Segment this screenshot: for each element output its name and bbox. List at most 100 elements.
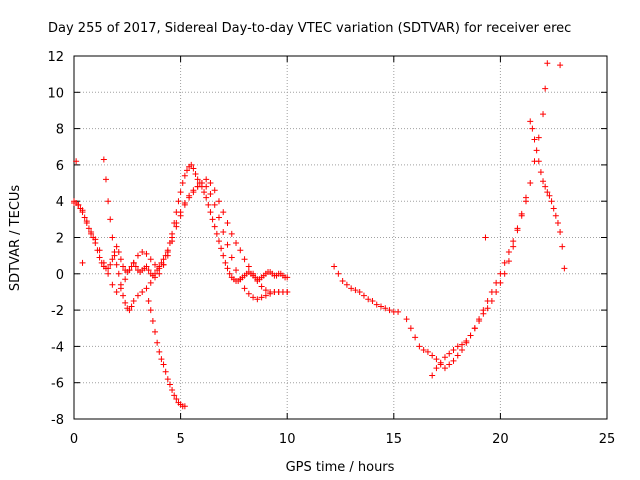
x-tick-label: 20: [492, 432, 509, 447]
data-point: [143, 263, 150, 270]
data-point: [203, 183, 210, 190]
data-point: [262, 287, 269, 294]
data-point: [441, 354, 448, 361]
data-point: [446, 350, 453, 357]
data-point: [107, 216, 114, 223]
data-point: [132, 263, 139, 270]
data-series: [71, 60, 568, 410]
data-point: [245, 290, 252, 297]
data-point: [446, 361, 453, 368]
data-point: [171, 392, 178, 399]
data-point: [147, 307, 154, 314]
data-point: [369, 298, 376, 305]
data-point: [258, 283, 265, 290]
data-point: [105, 265, 112, 272]
data-point: [535, 158, 542, 165]
y-tick-label: 4: [56, 195, 64, 210]
data-point: [250, 270, 257, 277]
data-point: [542, 183, 549, 190]
y-tick-label: 8: [56, 123, 64, 138]
x-tick-label: 0: [70, 432, 78, 447]
data-point: [241, 285, 248, 292]
data-point: [73, 158, 80, 165]
data-point: [233, 267, 240, 274]
data-point: [79, 207, 86, 214]
data-point: [102, 176, 109, 183]
data-point: [181, 200, 188, 207]
data-point: [561, 265, 568, 272]
data-point: [205, 201, 212, 208]
data-point: [258, 294, 265, 301]
data-point: [233, 239, 240, 246]
data-point: [115, 270, 122, 277]
data-point: [122, 276, 129, 283]
data-point: [222, 259, 229, 266]
data-point: [152, 274, 159, 281]
data-point: [130, 298, 137, 305]
data-point: [540, 178, 547, 185]
data-point: [126, 307, 133, 314]
data-point: [83, 218, 90, 225]
y-axis: -8 -6 -4 -2 0 2 4 6 8 10 12: [47, 50, 607, 428]
data-point: [416, 343, 423, 350]
data-point: [527, 118, 534, 125]
data-point: [395, 308, 402, 315]
data-point: [450, 357, 457, 364]
data-point: [403, 316, 410, 323]
data-point: [122, 299, 129, 306]
data-point: [226, 270, 233, 277]
data-point: [335, 270, 342, 277]
data-point: [164, 376, 171, 383]
data-point: [228, 230, 235, 237]
data-point: [173, 396, 180, 403]
data-point: [192, 170, 199, 177]
data-point: [510, 238, 517, 245]
data-point: [501, 270, 508, 277]
data-point: [173, 219, 180, 226]
data-point: [463, 337, 470, 344]
data-point: [441, 365, 448, 372]
data-point: [262, 292, 269, 299]
data-point: [544, 60, 551, 67]
data-point: [115, 249, 122, 256]
y-tick-label: -2: [51, 304, 64, 319]
y-tick-label: 0: [56, 268, 64, 283]
data-point: [220, 229, 227, 236]
data-point: [113, 243, 120, 250]
data-point: [105, 198, 112, 205]
y-tick-label: 12: [47, 50, 64, 65]
data-point: [117, 281, 124, 288]
data-point: [96, 254, 103, 261]
data-point: [139, 288, 146, 295]
data-point: [331, 263, 338, 270]
data-point: [454, 343, 461, 350]
data-point: [437, 359, 444, 366]
data-point: [207, 180, 214, 187]
data-point: [352, 287, 359, 294]
data-point: [92, 236, 99, 243]
x-axis-label: GPS time / hours: [286, 460, 395, 475]
data-point: [81, 214, 88, 221]
x-tick-label: 10: [279, 432, 296, 447]
data-point: [482, 234, 489, 241]
data-point: [429, 372, 436, 379]
data-point: [113, 288, 120, 295]
data-point: [433, 365, 440, 372]
data-point: [194, 183, 201, 190]
data-point: [343, 281, 350, 288]
data-point: [241, 256, 248, 263]
data-point: [177, 209, 184, 216]
data-point: [149, 317, 156, 324]
data-point: [177, 189, 184, 196]
data-point: [143, 285, 150, 292]
y-tick-label: 2: [56, 232, 64, 247]
data-point: [501, 259, 508, 266]
data-point: [557, 229, 564, 236]
data-point: [71, 200, 77, 207]
data-point: [505, 249, 512, 256]
y-axis-label: SDTVAR / TECUs: [8, 185, 23, 292]
data-point: [211, 187, 218, 194]
data-point: [459, 347, 466, 354]
data-point: [480, 310, 487, 317]
data-point: [220, 252, 227, 259]
